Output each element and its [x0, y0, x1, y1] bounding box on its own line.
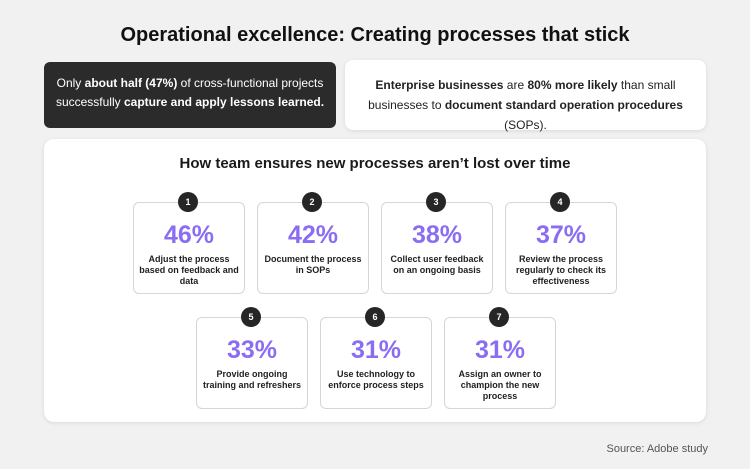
step-label: Collect user feedback on an ongoing basi…	[390, 254, 484, 275]
step-number-badge: 1	[178, 192, 198, 212]
step-number-badge: 5	[241, 307, 261, 327]
step-label: Use technology to enforce process steps	[328, 369, 424, 390]
source-note: Source: Adobe study	[606, 443, 708, 455]
stat-highlight: Enterprise businesses	[375, 78, 504, 92]
step-card-4: 37% Review the process regularly to chec…	[505, 202, 617, 294]
step-percentage: 37%	[535, 221, 587, 249]
step-number-badge: 7	[489, 307, 509, 327]
stat-text: than small businesses to	[368, 78, 676, 112]
stat-highlight: 80% more likely	[527, 78, 618, 92]
panel-title: How team ensures new processes aren’t lo…	[179, 155, 571, 172]
step-number-badge: 4	[550, 192, 570, 212]
step-percentage: 31%	[350, 336, 402, 364]
step-number-badge: 6	[365, 307, 385, 327]
stat-highlight: capture and apply lessons learned.	[123, 95, 325, 109]
step-label: Assign an owner to champion the new proc…	[458, 369, 542, 401]
step-number-badge: 2	[302, 192, 322, 212]
step-percentage: 46%	[163, 221, 215, 249]
stat-text: Only	[56, 76, 85, 90]
stat-text: of cross-functional projects successfull…	[55, 76, 324, 109]
step-card-3: 38% Collect user feedback on an ongoing …	[381, 202, 493, 294]
step-card-1: 46% Adjust the process based on feedback…	[133, 202, 245, 294]
step-number-badge: 3	[426, 192, 446, 212]
step-card-2: 42% Document the process in SOPs	[257, 202, 369, 294]
step-card-7: 31% Assign an owner to champion the new …	[444, 317, 556, 409]
step-percentage: 33%	[226, 336, 278, 364]
stat-highlight: about half (47%)	[84, 76, 178, 90]
stat-highlight: document standard operation procedures	[444, 98, 683, 112]
step-card-5: 33% Provide ongoing training and refresh…	[196, 317, 308, 409]
step-percentage: 38%	[411, 221, 463, 249]
step-label: Provide ongoing training and refreshers	[202, 369, 302, 390]
stat-text: are	[503, 78, 528, 92]
step-percentage: 42%	[287, 221, 339, 249]
stat-card-lessons-learned: Only about half (47%) of cross-functiona…	[44, 62, 336, 128]
step-label: Review the process regularly to check it…	[515, 254, 607, 286]
step-label: Document the process in SOPs	[264, 254, 362, 275]
stat-text: (SOPs).	[504, 118, 547, 132]
step-percentage: 31%	[474, 336, 526, 364]
stat-card-sops: Enterprise businesses are 80% more likel…	[345, 60, 706, 132]
step-card-6: 31% Use technology to enforce process st…	[320, 317, 432, 409]
step-label: Adjust the process based on feedback and…	[139, 254, 239, 286]
page-title: Operational excellence: Creating process…	[120, 24, 630, 46]
